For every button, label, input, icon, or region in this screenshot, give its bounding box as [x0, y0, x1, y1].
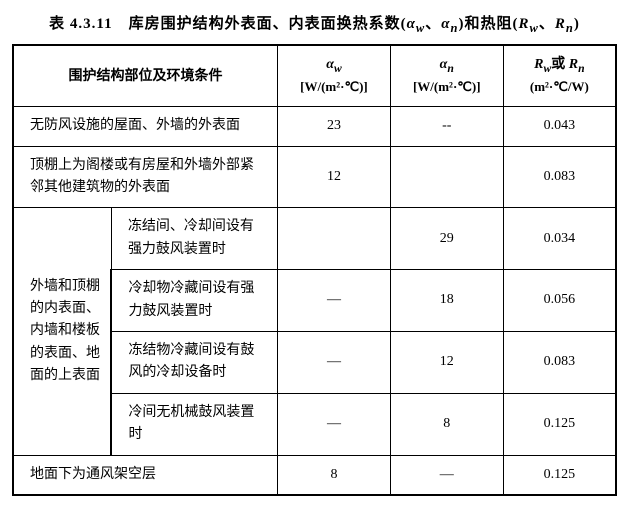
table-row: 无防风设施的屋面、外墙的外表面 23 -- 0.043	[13, 107, 616, 146]
cell-aw: 12	[278, 146, 391, 208]
cell-aw: —	[278, 270, 391, 332]
table-row: 顶棚上为阁楼或有房屋和外墙外部紧邻其他建筑物的外表面 12 0.083	[13, 146, 616, 208]
cell-an	[390, 146, 503, 208]
cell-desc: 无防风设施的屋面、外墙的外表面	[13, 107, 278, 146]
cell-desc: 冻结物冷藏间设有鼓风的冷却设备时	[111, 332, 277, 394]
data-table: 围护结构部位及环境条件 αw [W/(m²·℃)] αn [W/(m²·℃)] …	[12, 44, 617, 496]
header-r: Rw或 Rn (m²·℃/W)	[503, 45, 616, 107]
caption-r-n: Rn	[555, 16, 574, 32]
cell-r: 0.125	[503, 393, 616, 455]
cell-an: 29	[390, 208, 503, 270]
cell-aw: —	[278, 393, 391, 455]
cell-desc: 冷却物冷藏间设有强力鼓风装置时	[111, 270, 277, 332]
table-row: 地面下为通风架空层 8 — 0.125	[13, 455, 616, 495]
cell-desc: 冻结间、冷却间设有强力鼓风装置时	[111, 208, 277, 270]
caption-prefix: 表 4.3.11 库房围护结构外表面、内表面换热系数(	[49, 16, 406, 32]
cell-aw	[278, 208, 391, 270]
header-alpha-n: αn [W/(m²·℃)]	[390, 45, 503, 107]
header-alpha-w: αw [W/(m²·℃)]	[278, 45, 391, 107]
cell-r: 0.083	[503, 332, 616, 394]
cell-aw: —	[278, 332, 391, 394]
cell-an: --	[390, 107, 503, 146]
cell-r: 0.083	[503, 146, 616, 208]
caption-r-w: Rw	[519, 16, 539, 32]
table-header-row: 围护结构部位及环境条件 αw [W/(m²·℃)] αn [W/(m²·℃)] …	[13, 45, 616, 107]
table-row: 外墙和顶棚的内表面、内墙和楼板的表面、地面的上表面 冻结间、冷却间设有强力鼓风装…	[13, 208, 616, 270]
caption-alpha-w: αw	[407, 16, 426, 32]
cell-r: 0.043	[503, 107, 616, 146]
table-caption: 表 4.3.11 库房围护结构外表面、内表面换热系数(αw、αn)和热阻(Rw、…	[12, 12, 617, 36]
caption-sep2: 、	[539, 16, 555, 32]
cell-aw: 8	[278, 455, 391, 495]
cell-an: 12	[390, 332, 503, 394]
cell-desc: 顶棚上为阁楼或有房屋和外墙外部紧邻其他建筑物的外表面	[13, 146, 278, 208]
cell-group-label: 外墙和顶棚的内表面、内墙和楼板的表面、地面的上表面	[13, 208, 111, 455]
header-condition: 围护结构部位及环境条件	[13, 45, 278, 107]
cell-r: 0.056	[503, 270, 616, 332]
caption-alpha-n: αn	[441, 16, 458, 32]
caption-sep1: 、	[425, 16, 441, 32]
caption-suffix: )	[574, 16, 580, 32]
cell-r: 0.125	[503, 455, 616, 495]
caption-mid: )和热阻(	[459, 16, 519, 32]
cell-r: 0.034	[503, 208, 616, 270]
cell-an: —	[390, 455, 503, 495]
cell-desc: 冷间无机械鼓风装置时	[111, 393, 277, 455]
cell-aw: 23	[278, 107, 391, 146]
cell-an: 8	[390, 393, 503, 455]
cell-desc: 地面下为通风架空层	[13, 455, 278, 495]
cell-an: 18	[390, 270, 503, 332]
